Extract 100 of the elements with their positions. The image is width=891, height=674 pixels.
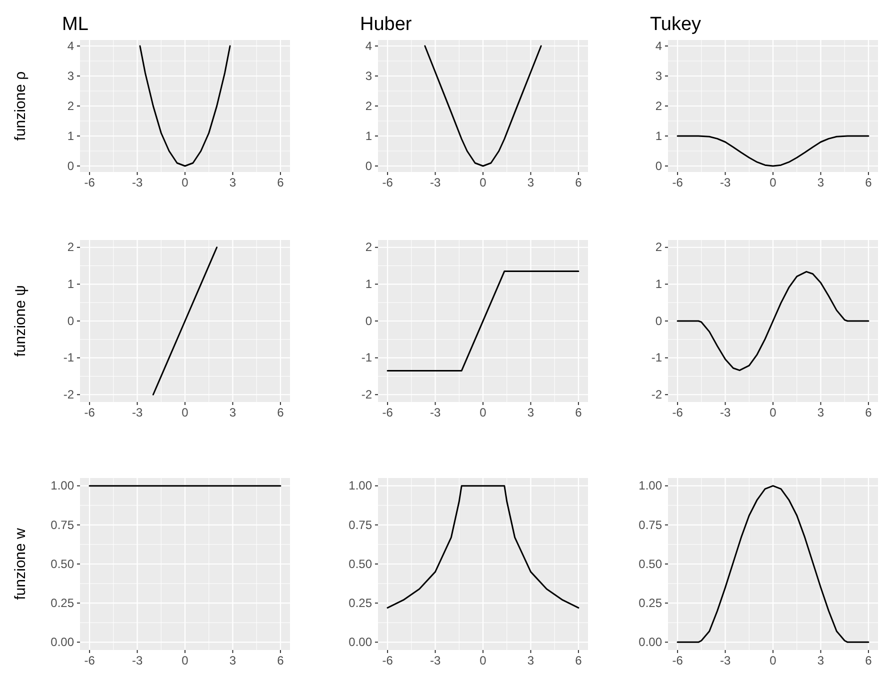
y-tick-label: 1	[655, 277, 662, 292]
y-tick-label: 0	[655, 314, 662, 328]
chart-title: Tukey	[650, 14, 702, 35]
x-tick-label: 3	[817, 406, 824, 420]
y-tick-label: 1.00	[348, 478, 372, 493]
y-tick-label: 2	[67, 98, 74, 113]
line-series	[139, 45, 231, 167]
y-tick-label: 2	[655, 98, 662, 113]
x-tick-label: -6	[84, 406, 96, 420]
y-axis-title: funzione ψ	[12, 285, 29, 357]
x-tick-label: -6	[84, 654, 96, 668]
y-tick-label: 2	[365, 240, 372, 254]
y-tick-label: -2	[651, 387, 662, 402]
y-tick-label: 0.50	[50, 556, 74, 571]
y-tick-label: 0	[67, 314, 74, 328]
line-series	[676, 135, 870, 167]
y-tick-label: 0.25	[638, 596, 662, 610]
x-tick-label: 0	[770, 406, 777, 420]
x-tick-label: 3	[817, 176, 824, 190]
x-tick-label: -3	[430, 406, 441, 420]
x-tick-label: -6	[672, 176, 684, 190]
y-tick-label: 0	[365, 158, 372, 173]
y-tick-label: 0.00	[348, 635, 372, 650]
x-tick-label: 3	[527, 406, 534, 420]
x-tick-label: 6	[575, 176, 582, 190]
x-tick-label: 3	[229, 654, 236, 668]
line-series	[676, 485, 870, 643]
x-tick-label: -3	[132, 176, 143, 190]
x-tick-label: -3	[430, 654, 441, 668]
y-axis-title: funzione w	[12, 528, 29, 600]
y-tick-label: -1	[63, 350, 74, 365]
x-tick-label: 0	[182, 406, 189, 420]
x-tick-label: 6	[865, 176, 872, 190]
y-tick-label: 0.50	[348, 556, 372, 571]
x-tick-label: -6	[382, 406, 394, 420]
x-tick-label: 6	[865, 654, 872, 668]
x-tick-label: 0	[770, 176, 777, 190]
y-tick-label: 0.25	[348, 596, 372, 610]
y-tick-label: 3	[67, 68, 74, 83]
x-tick-label: 0	[480, 406, 487, 420]
x-tick-label: 3	[527, 176, 534, 190]
x-tick-label: 0	[770, 654, 777, 668]
y-tick-label: 3	[655, 68, 662, 83]
x-tick-label: -6	[84, 176, 96, 190]
x-tick-label: -3	[720, 176, 731, 190]
y-tick-label: 1	[655, 128, 662, 143]
x-tick-label: -3	[720, 406, 731, 420]
chart-title: ML	[62, 14, 88, 35]
y-tick-label: 4	[67, 38, 74, 53]
x-tick-label: -3	[132, 406, 143, 420]
x-tick-label: 3	[229, 176, 236, 190]
x-tick-label: 6	[575, 654, 582, 668]
y-tick-label: 4	[655, 38, 662, 53]
x-tick-label: 6	[277, 406, 284, 420]
chart-title: Huber	[360, 14, 412, 35]
y-axis-title: funzione ρ	[12, 71, 29, 141]
y-tick-label: 1	[365, 277, 372, 292]
x-tick-label: 6	[575, 406, 582, 420]
x-tick-label: 3	[817, 654, 824, 668]
line-series	[386, 485, 580, 609]
y-tick-label: 1	[67, 277, 74, 292]
x-tick-label: -6	[382, 176, 394, 190]
x-tick-label: 0	[480, 654, 487, 668]
x-tick-label: 6	[277, 176, 284, 190]
x-tick-label: -6	[672, 654, 684, 668]
x-tick-label: -6	[382, 654, 394, 668]
y-tick-label: 1	[365, 128, 372, 143]
x-tick-label: -3	[132, 654, 143, 668]
x-tick-label: 0	[182, 654, 189, 668]
y-tick-label: 4	[365, 38, 372, 53]
x-tick-label: 0	[480, 176, 487, 190]
y-tick-label: 0	[365, 314, 372, 328]
y-tick-label: 0.75	[638, 518, 662, 532]
y-tick-label: 2	[365, 98, 372, 113]
x-tick-label: -6	[672, 406, 684, 420]
y-tick-label: 0.25	[50, 596, 74, 610]
x-tick-label: 6	[865, 406, 872, 420]
y-tick-label: 1	[67, 128, 74, 143]
x-tick-label: -3	[720, 654, 731, 668]
y-tick-label: 0	[655, 158, 662, 173]
y-tick-label: -2	[63, 387, 74, 402]
x-tick-label: 0	[182, 176, 189, 190]
x-tick-label: 3	[229, 406, 236, 420]
line-series	[424, 45, 542, 167]
y-tick-label: 0.50	[638, 556, 662, 571]
y-tick-label: -1	[651, 350, 662, 365]
y-tick-label: 0.00	[638, 635, 662, 650]
y-tick-label: 2	[67, 240, 74, 254]
line-series	[676, 270, 870, 372]
y-tick-label: 1.00	[638, 478, 662, 493]
y-tick-label: 3	[365, 68, 372, 83]
y-tick-label: 0.00	[50, 635, 74, 650]
y-tick-label: 1.00	[50, 478, 74, 493]
x-tick-label: -3	[430, 176, 441, 190]
y-tick-label: 0	[67, 158, 74, 173]
x-tick-label: 3	[527, 654, 534, 668]
x-tick-label: 6	[277, 654, 284, 668]
y-tick-label: 0.75	[348, 518, 372, 532]
y-tick-label: 2	[655, 240, 662, 254]
y-tick-label: 0.75	[50, 518, 74, 532]
